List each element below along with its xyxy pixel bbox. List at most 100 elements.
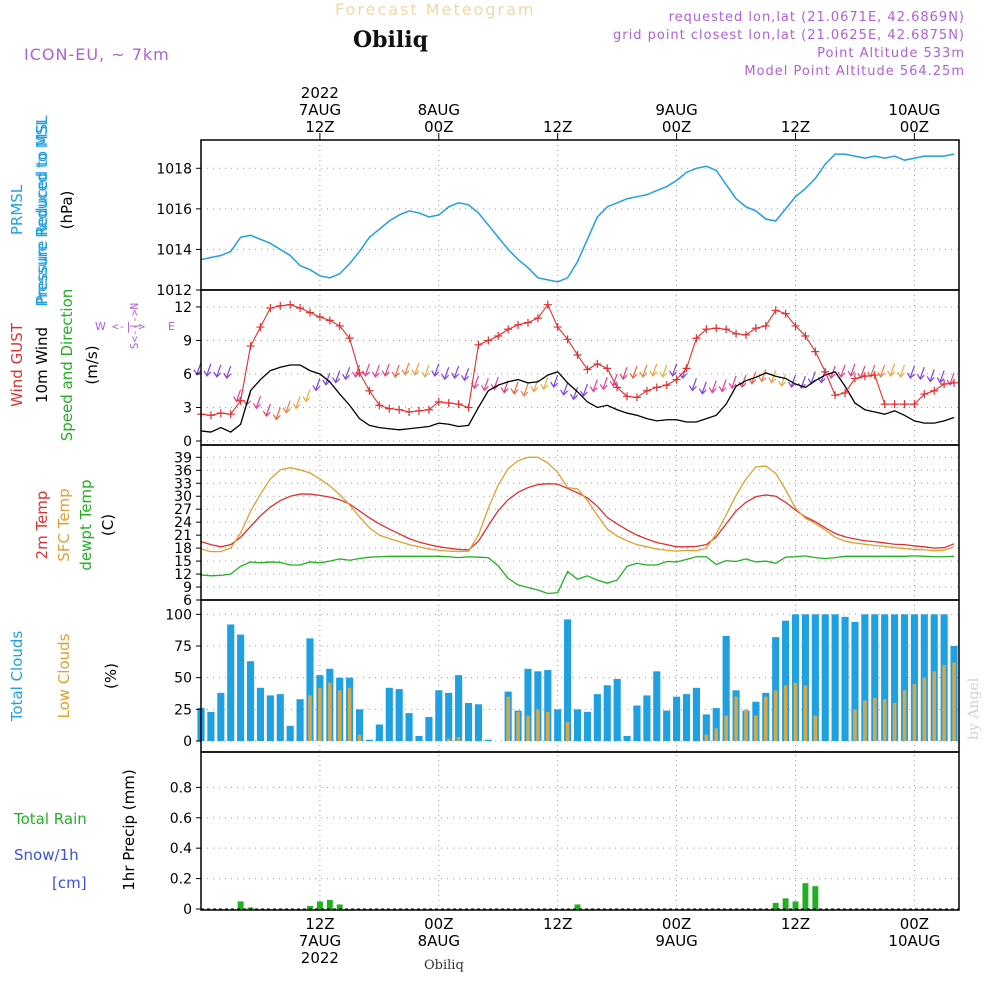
wind-barb-head [203,370,212,377]
top-time-label: 9AUG [655,101,697,119]
low-cloud-bar [308,695,312,741]
panel-frame-precipitation [200,751,960,911]
total-cloud-bar [801,614,809,741]
low-cloud-bar [773,690,778,741]
wind-barb [543,377,549,389]
wind-barb [424,364,430,377]
bottom-time-label: 8AUG [418,932,460,950]
wind-barb-head [619,373,628,381]
wind-barb [265,403,271,416]
low-cloud-bar [347,687,352,741]
y-tick-label: 25 [174,702,192,718]
wind-barb [939,370,945,382]
gust-line [200,303,955,416]
wind-barb-head [837,371,846,378]
wind-barb-head [550,381,559,388]
wind-barb-head [252,402,261,410]
gust-marker [860,372,869,381]
wind-barb-head [639,371,648,378]
y-tick-label: 9 [183,580,192,596]
wind-barb-head [431,370,440,377]
gust-marker [444,399,453,408]
wind-barb-head [381,370,390,377]
pressure-line [200,153,955,283]
snow-label: Snow/1h [14,846,79,864]
wind-barb-head [262,410,271,418]
gust-marker [940,380,949,389]
top-time-label: 7AUG [299,101,341,119]
gust-marker [216,409,225,418]
gust-marker [385,404,394,413]
precip-bar [316,901,323,909]
total-cloud-bar [256,687,265,741]
wind-barb [553,374,559,387]
wind-barb [275,407,281,419]
wind-barb [255,396,262,408]
gust-marker [256,323,265,332]
wind-barb-head [371,371,380,378]
wind-barb [622,366,628,379]
wind-barb-head [778,380,787,387]
precip-axis-label: 1hr Precip (mm) [120,769,138,890]
y-tick-label: 0.6 [170,811,192,827]
total-cloud-bar [464,703,473,741]
wind-barb-head [342,373,351,381]
wind-barb [216,364,222,377]
wind-barb [662,364,668,377]
total-cloud-bar [910,614,918,741]
gust-marker [722,325,731,334]
gust-marker [543,300,552,309]
wind-barb-head [827,372,836,380]
gridpoint-coords: grid point closest lon,lat (21.0625E, 42… [613,28,965,43]
wind-barb [513,381,519,393]
wind-barb-head [312,385,321,392]
top-time-label: 00Z [900,118,929,136]
model-altitude: Model Point Altitude 564.25m [744,64,965,79]
total-cloud-bar [286,725,294,741]
wind-barb-head [916,373,925,381]
wind-barb-head [233,396,242,403]
wind-barb [850,363,856,376]
bottom-time-label: 00Z [424,915,453,933]
low-cloud-bar [506,696,510,741]
wind-barb [404,362,410,374]
gust-marker [841,388,850,397]
total-cloud-bar [851,621,859,741]
wind-barb [315,378,321,390]
wind-barb-head [520,390,529,397]
total-cloud-bar [682,694,691,741]
gust-marker [850,374,859,383]
low-cloud-bar [318,687,322,741]
wind-barb-head [332,377,341,384]
compass-west: W [95,320,106,333]
gust-marker [365,386,374,395]
wind-barb [751,371,757,383]
wind-barb-head [193,369,202,376]
precip-bar [812,886,819,909]
y-tick-label: 0 [183,434,192,450]
precip-bar [336,904,343,909]
y-tick-label: 12 [174,567,192,583]
gust-marker [405,407,414,416]
wind-barb [691,378,697,390]
gust-marker [246,342,255,351]
wind-barb [890,363,896,376]
wind-barb-head [906,372,915,380]
gust-marker [573,350,582,359]
total-cloud-bar [712,708,720,741]
gust-marker [781,309,790,318]
y-tick-label: 0.2 [170,872,192,888]
y-tick-label: 100 [165,607,192,623]
low-cloud-bar [526,715,530,741]
wind-barb [374,364,380,377]
wind-barb-head [946,379,955,386]
gust-marker [345,334,354,343]
gust-marker [553,323,562,332]
gust-marker [732,329,741,338]
gust-marker [950,378,959,387]
wind-barb [483,378,489,390]
wind-barb-head [510,388,519,395]
precip-bar [307,905,313,909]
wind-barb-head [223,372,232,380]
low-cloud-bar [912,684,917,741]
